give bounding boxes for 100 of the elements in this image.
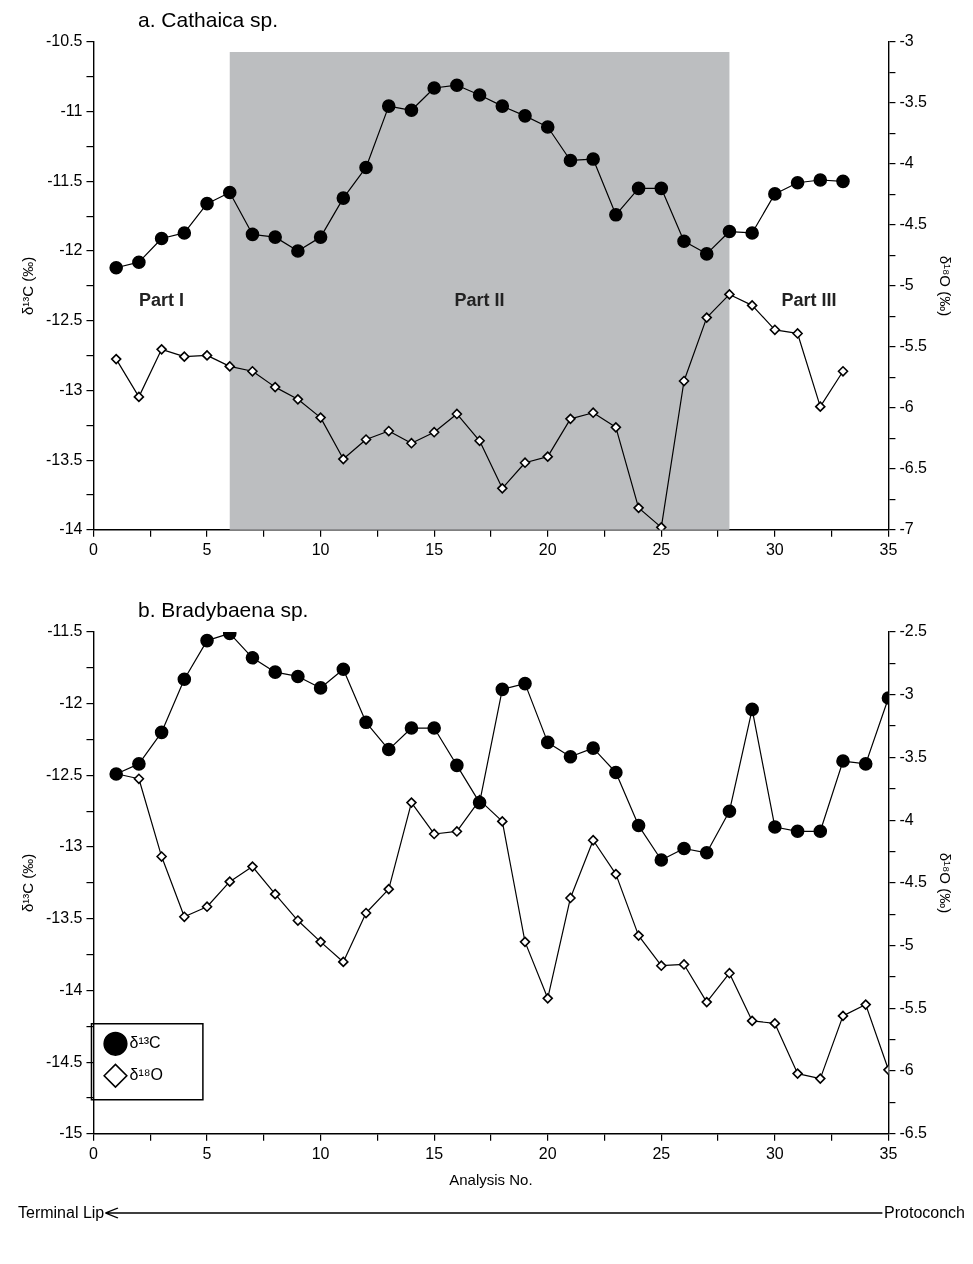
point [768,820,782,834]
y-tick-label: -13 [59,837,83,855]
y-tick-label: -11.5 [47,622,83,640]
y2-tick-label: -6 [899,398,914,416]
x-tick-label: 30 [765,540,784,558]
point [450,758,464,773]
point [291,669,305,684]
chart-title: a. Cathaica sp. [138,8,279,32]
point [109,260,123,275]
y2-tick-label: -3.5 [899,93,928,111]
point [746,1015,758,1027]
point [813,824,828,839]
y-tick-label: -12 [59,241,83,259]
point [179,351,190,362]
annotation: Part III [781,289,837,310]
y-tick-label: -13.5 [46,450,83,468]
point [860,999,872,1010]
x-axis-title: Analysis No. [449,1171,533,1189]
y2-tick-label: -6.5 [899,1124,928,1142]
legend-label: δ¹³C [129,1034,161,1052]
point [699,247,714,261]
point [746,300,758,311]
point [769,324,781,336]
point [609,208,623,222]
point [790,175,805,190]
y2-tick-label: -3 [899,685,914,703]
point [154,231,169,246]
point [315,412,326,423]
y2-axis-title: δ¹⁸O (‰) [936,255,954,317]
point [201,350,213,361]
point [313,230,328,244]
point [722,224,737,239]
point [814,1073,826,1084]
y-tick-label: -14.5 [46,1052,83,1070]
x-tick-label: 20 [538,1144,557,1162]
y-tick-label: -15 [59,1124,83,1142]
text: Terminal Lip [18,1204,105,1222]
point [699,845,714,860]
point [837,365,849,377]
point [745,702,759,717]
x-tick-label: 35 [879,540,898,558]
point [654,853,669,867]
point [677,234,691,249]
point [247,365,258,377]
point [836,174,850,189]
point [268,230,282,244]
y2-tick-label: -2.5 [899,622,928,640]
point [245,651,260,665]
y2-tick-label: -5 [899,936,914,954]
point [814,401,826,412]
point [542,993,554,1004]
x-tick-label: 35 [879,1144,898,1162]
point [338,453,349,465]
point [519,457,531,469]
point [586,152,600,166]
point [292,394,304,405]
point [451,826,463,837]
point [156,851,167,862]
x-tick-label: 5 [202,1144,212,1162]
y2-tick-label: -6 [899,1061,914,1079]
y2-tick-label: -4 [899,810,914,828]
point [540,120,555,134]
point [677,841,691,856]
point [701,312,713,323]
y2-tick-label: -4.5 [899,873,928,891]
point [404,721,419,735]
y2-tick-label: -7 [899,520,914,538]
band-label: Part II [454,289,505,310]
point [245,227,260,242]
point [360,434,372,445]
y2-tick-label: -5.5 [899,998,928,1016]
point [179,911,190,923]
point [631,818,646,833]
point [701,996,713,1008]
point [631,181,646,196]
point [858,757,873,771]
y2-tick-label: -6.5 [899,459,928,477]
text: Protoconch [884,1204,965,1222]
x-tick-label: 30 [765,1144,784,1162]
point [656,960,667,971]
y-tick-label: -11.5 [47,171,83,189]
y-tick-label: -10.5 [46,32,83,50]
point [383,425,395,437]
x-tick-label: 10 [311,1144,330,1162]
point [313,681,328,695]
y2-tick-label: -5 [899,276,914,294]
point [633,930,644,941]
point [133,773,145,785]
x-tick-label: 5 [202,540,212,558]
point [609,765,623,780]
y-tick-label: -12.5 [46,765,83,783]
point [565,892,576,904]
y-axis-title: δ¹³C (‰) [19,853,37,913]
y2-tick-label: -5.5 [899,337,928,355]
point [790,824,805,839]
point [404,103,419,118]
legend-label: δ¹⁸O [129,1066,163,1084]
point [177,672,192,687]
y2-tick-label: -4.5 [899,215,928,233]
y-tick-label: -12.5 [46,311,83,329]
